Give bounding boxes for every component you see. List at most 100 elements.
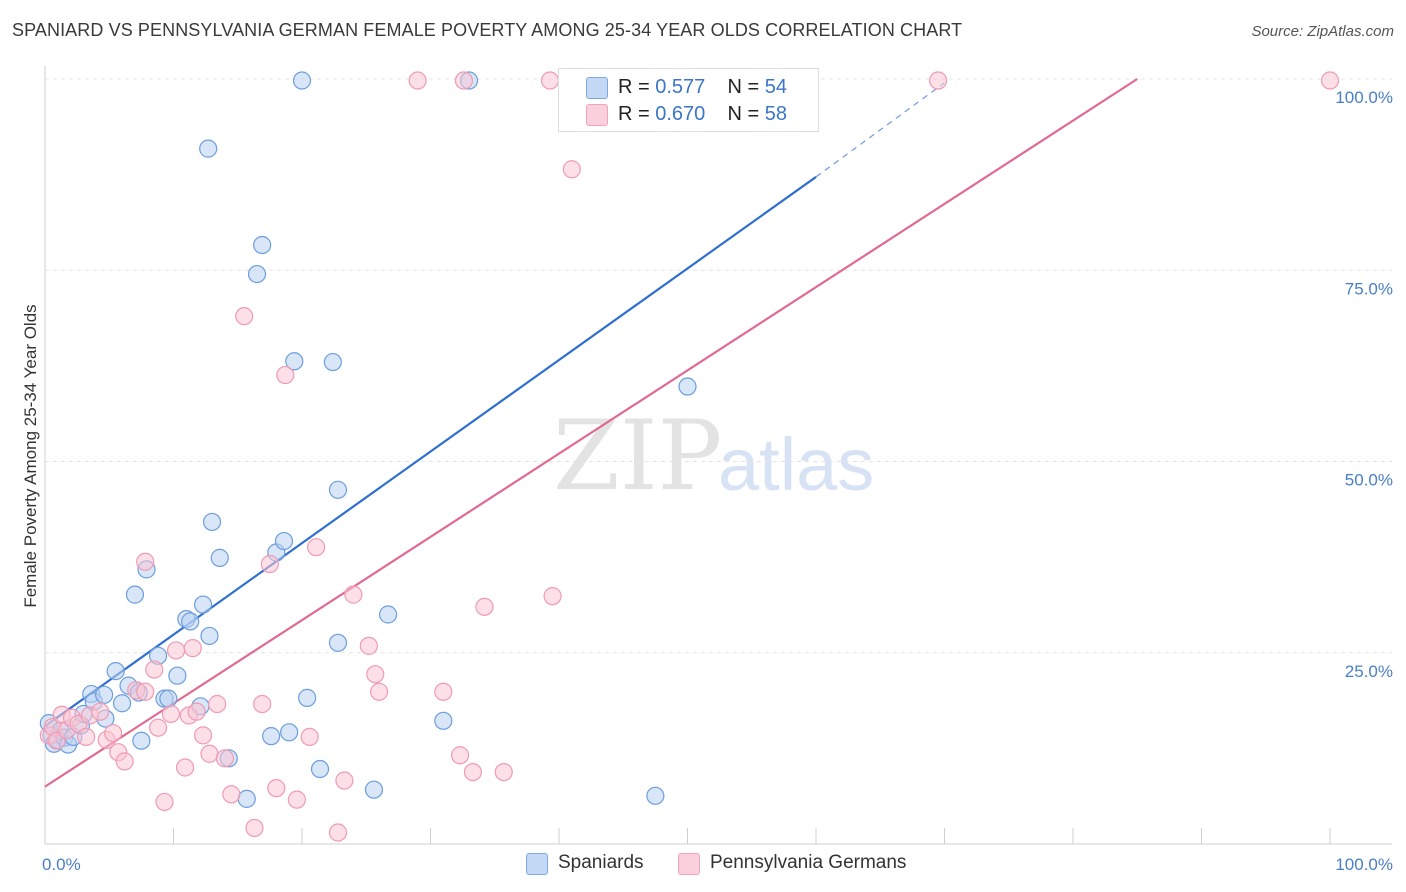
pennsylvania-german-point bbox=[183, 639, 202, 658]
pennsylvania-german-point bbox=[200, 744, 219, 763]
pennsylvania-german-point bbox=[136, 682, 155, 701]
pennsylvania-german-point bbox=[328, 823, 348, 842]
pennsylvania-german-point bbox=[215, 749, 234, 768]
y-tick-label: 75.0% bbox=[1345, 279, 1393, 298]
pennsylvania-german-point bbox=[307, 538, 326, 557]
spaniard-point bbox=[364, 780, 384, 799]
spaniard-point bbox=[95, 685, 114, 704]
legend-n-label: N = bbox=[727, 103, 760, 125]
pennsylvania-german-point bbox=[344, 585, 363, 604]
legend-swatch-blue bbox=[586, 77, 608, 99]
spaniard-point bbox=[125, 585, 145, 604]
spaniard-point bbox=[199, 139, 218, 158]
spaniard-point bbox=[168, 666, 187, 685]
pennsylvania-german-point bbox=[359, 636, 378, 655]
pennsylvania-german-point bbox=[115, 752, 134, 771]
pennsylvania-german-point bbox=[335, 771, 354, 790]
legend-n-label: N = bbox=[727, 76, 760, 98]
spaniard-point bbox=[292, 71, 312, 90]
legend-swatch-pink bbox=[586, 104, 608, 126]
spaniard-point bbox=[132, 731, 151, 750]
y-tick-label: 50.0% bbox=[1345, 471, 1393, 490]
pennsylvania-german-point bbox=[454, 71, 474, 90]
legend-r-value: 0.670 bbox=[655, 103, 706, 125]
pennsylvania-german-point bbox=[1320, 71, 1340, 90]
pennsylvania-german-point bbox=[77, 727, 96, 747]
legend-text: R = 0.670 N = 58 bbox=[618, 103, 787, 126]
spaniard-point bbox=[200, 626, 219, 646]
pennsylvania-german-point bbox=[148, 718, 168, 737]
pennsylvania-german-point bbox=[208, 694, 227, 714]
pennsylvania-german-point bbox=[408, 71, 427, 90]
spaniard-point bbox=[159, 689, 178, 708]
spaniard-point bbox=[328, 480, 348, 499]
spaniard-point bbox=[280, 723, 299, 742]
pennsylvania-german-point bbox=[155, 792, 174, 812]
spaniard-point bbox=[247, 264, 267, 284]
series-swatch-blue bbox=[526, 853, 548, 875]
grid-lines bbox=[45, 78, 1392, 654]
pennsylvania-german-point bbox=[161, 704, 181, 724]
pennsylvania-german-point bbox=[187, 702, 206, 721]
spaniard-point bbox=[378, 605, 398, 624]
spaniard-point bbox=[181, 612, 200, 631]
pennsylvania-german-point bbox=[136, 552, 155, 571]
y-tick-label: 100.0% bbox=[1335, 88, 1393, 107]
spaniard-point bbox=[678, 377, 697, 396]
spaniard-point bbox=[323, 352, 342, 372]
spaniard-point bbox=[253, 235, 272, 255]
pennsylvania-german-point bbox=[193, 726, 213, 745]
spaniard-point bbox=[237, 789, 256, 808]
spaniard-point bbox=[210, 548, 229, 567]
axes bbox=[44, 66, 1392, 845]
pennsylvania-german-point bbox=[253, 694, 272, 714]
y-tick-label: 25.0% bbox=[1345, 662, 1393, 681]
pennsylvania-german-point bbox=[267, 779, 286, 798]
pennsylvania-german-point bbox=[450, 746, 470, 765]
spaniard-point bbox=[646, 786, 665, 805]
series-label: Pennsylvania Germans bbox=[710, 852, 907, 873]
pennsylvania-german-point bbox=[475, 597, 494, 616]
spaniard-point bbox=[310, 759, 330, 779]
pennsylvania-german-point bbox=[175, 758, 195, 777]
x-tick-label-min: 0.0% bbox=[42, 855, 81, 874]
pennsylvania-german-point bbox=[166, 641, 186, 660]
spaniards-trend-line bbox=[44, 176, 817, 728]
spaniard-point bbox=[274, 531, 294, 551]
spaniard-point bbox=[434, 711, 453, 730]
pennsylvania-german-point bbox=[463, 762, 483, 782]
correlation-legend: R = 0.577 N = 54 R = 0.670 N = 58 bbox=[558, 68, 819, 132]
spaniard-point bbox=[193, 595, 213, 614]
spaniard-point bbox=[285, 352, 304, 371]
legend-r-value: 0.577 bbox=[655, 76, 706, 98]
pennsylvania-german-point bbox=[260, 554, 279, 574]
legend-text: R = 0.577 N = 54 bbox=[618, 76, 787, 99]
pennsylvania-german-point bbox=[104, 723, 123, 743]
pennsylvania-german-point bbox=[562, 160, 581, 179]
spaniard-point bbox=[202, 512, 222, 532]
series-label: Spaniards bbox=[558, 852, 644, 873]
pennsylvania-german-point bbox=[494, 762, 513, 782]
pennsylvania-german-point bbox=[366, 665, 385, 684]
spaniard-point bbox=[106, 662, 125, 681]
pennsylvania-german-point bbox=[287, 790, 306, 809]
legend-n-value: 58 bbox=[764, 103, 788, 125]
legend-r-label: R = bbox=[618, 76, 650, 98]
legend-n-value: 54 bbox=[764, 76, 788, 98]
pennsylvania-german-point bbox=[222, 785, 241, 804]
pennsylvania-german-point bbox=[543, 587, 562, 606]
spaniards-trend-extension bbox=[815, 82, 945, 178]
spaniard-point bbox=[112, 694, 132, 713]
chart-source: Source: ZipAtlas.com bbox=[1251, 23, 1394, 40]
pennsylvania-german-point bbox=[235, 307, 254, 326]
series-swatch-pink bbox=[678, 853, 700, 875]
pennsylvania-german-point bbox=[91, 702, 110, 721]
watermark-zip: ZIP bbox=[553, 400, 723, 512]
spaniard-point bbox=[262, 727, 281, 746]
pennsylvania-germans-trend-line bbox=[44, 78, 1138, 788]
pennsylvania-german-point bbox=[145, 660, 164, 679]
spaniard-point bbox=[328, 633, 348, 652]
pennsylvania-german-point bbox=[434, 682, 453, 701]
pennsylvania-german-point bbox=[370, 682, 389, 701]
